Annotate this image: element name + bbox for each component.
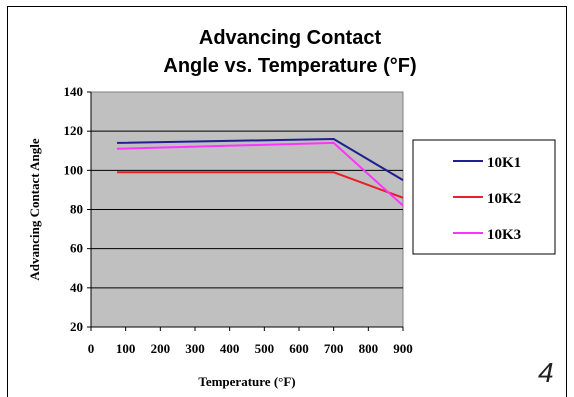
series-line-10K1: [116, 137, 404, 181]
series-line-10K2: [117, 171, 404, 199]
slide-number: 4: [538, 357, 554, 388]
x-tick-label-900: 900: [393, 341, 413, 356]
x-tick-label-100: 100: [116, 341, 136, 356]
x-tick-label-600: 600: [289, 341, 309, 356]
series-line-10K3: [116, 141, 404, 207]
y-tick-label-120: 120: [64, 123, 84, 138]
x-tick-label-200: 200: [151, 341, 171, 356]
y-axis-title: Advancing Contact Angle: [27, 138, 42, 281]
legend-label-10K1: 10K1: [487, 155, 521, 171]
y-tick-label-20: 20: [70, 319, 83, 334]
x-tick-label-0: 0: [88, 341, 95, 356]
legend-box: [412, 139, 556, 255]
x-tick-label-500: 500: [255, 341, 275, 356]
legend-label-10K2: 10K2: [487, 191, 521, 207]
y-tick-label-140: 140: [64, 84, 84, 99]
slide-frame: [7, 6, 567, 397]
y-tick-label-100: 100: [64, 162, 84, 177]
x-tick-label-400: 400: [220, 341, 240, 356]
chart-title-line-2: Angle vs. Temperature (°F): [163, 55, 417, 77]
chart-title-line-1: Advancing Contact: [198, 27, 382, 49]
x-tick-label-800: 800: [359, 341, 379, 356]
y-tick-label-80: 80: [70, 202, 83, 217]
x-tick-label-300: 300: [185, 341, 205, 356]
legend-label-10K3: 10K3: [487, 227, 521, 243]
x-axis-title: Temperature (°F): [198, 374, 295, 389]
y-tick-label-40: 40: [70, 280, 83, 295]
y-tick-label-60: 60: [70, 241, 83, 256]
x-tick-label-700: 700: [324, 341, 344, 356]
